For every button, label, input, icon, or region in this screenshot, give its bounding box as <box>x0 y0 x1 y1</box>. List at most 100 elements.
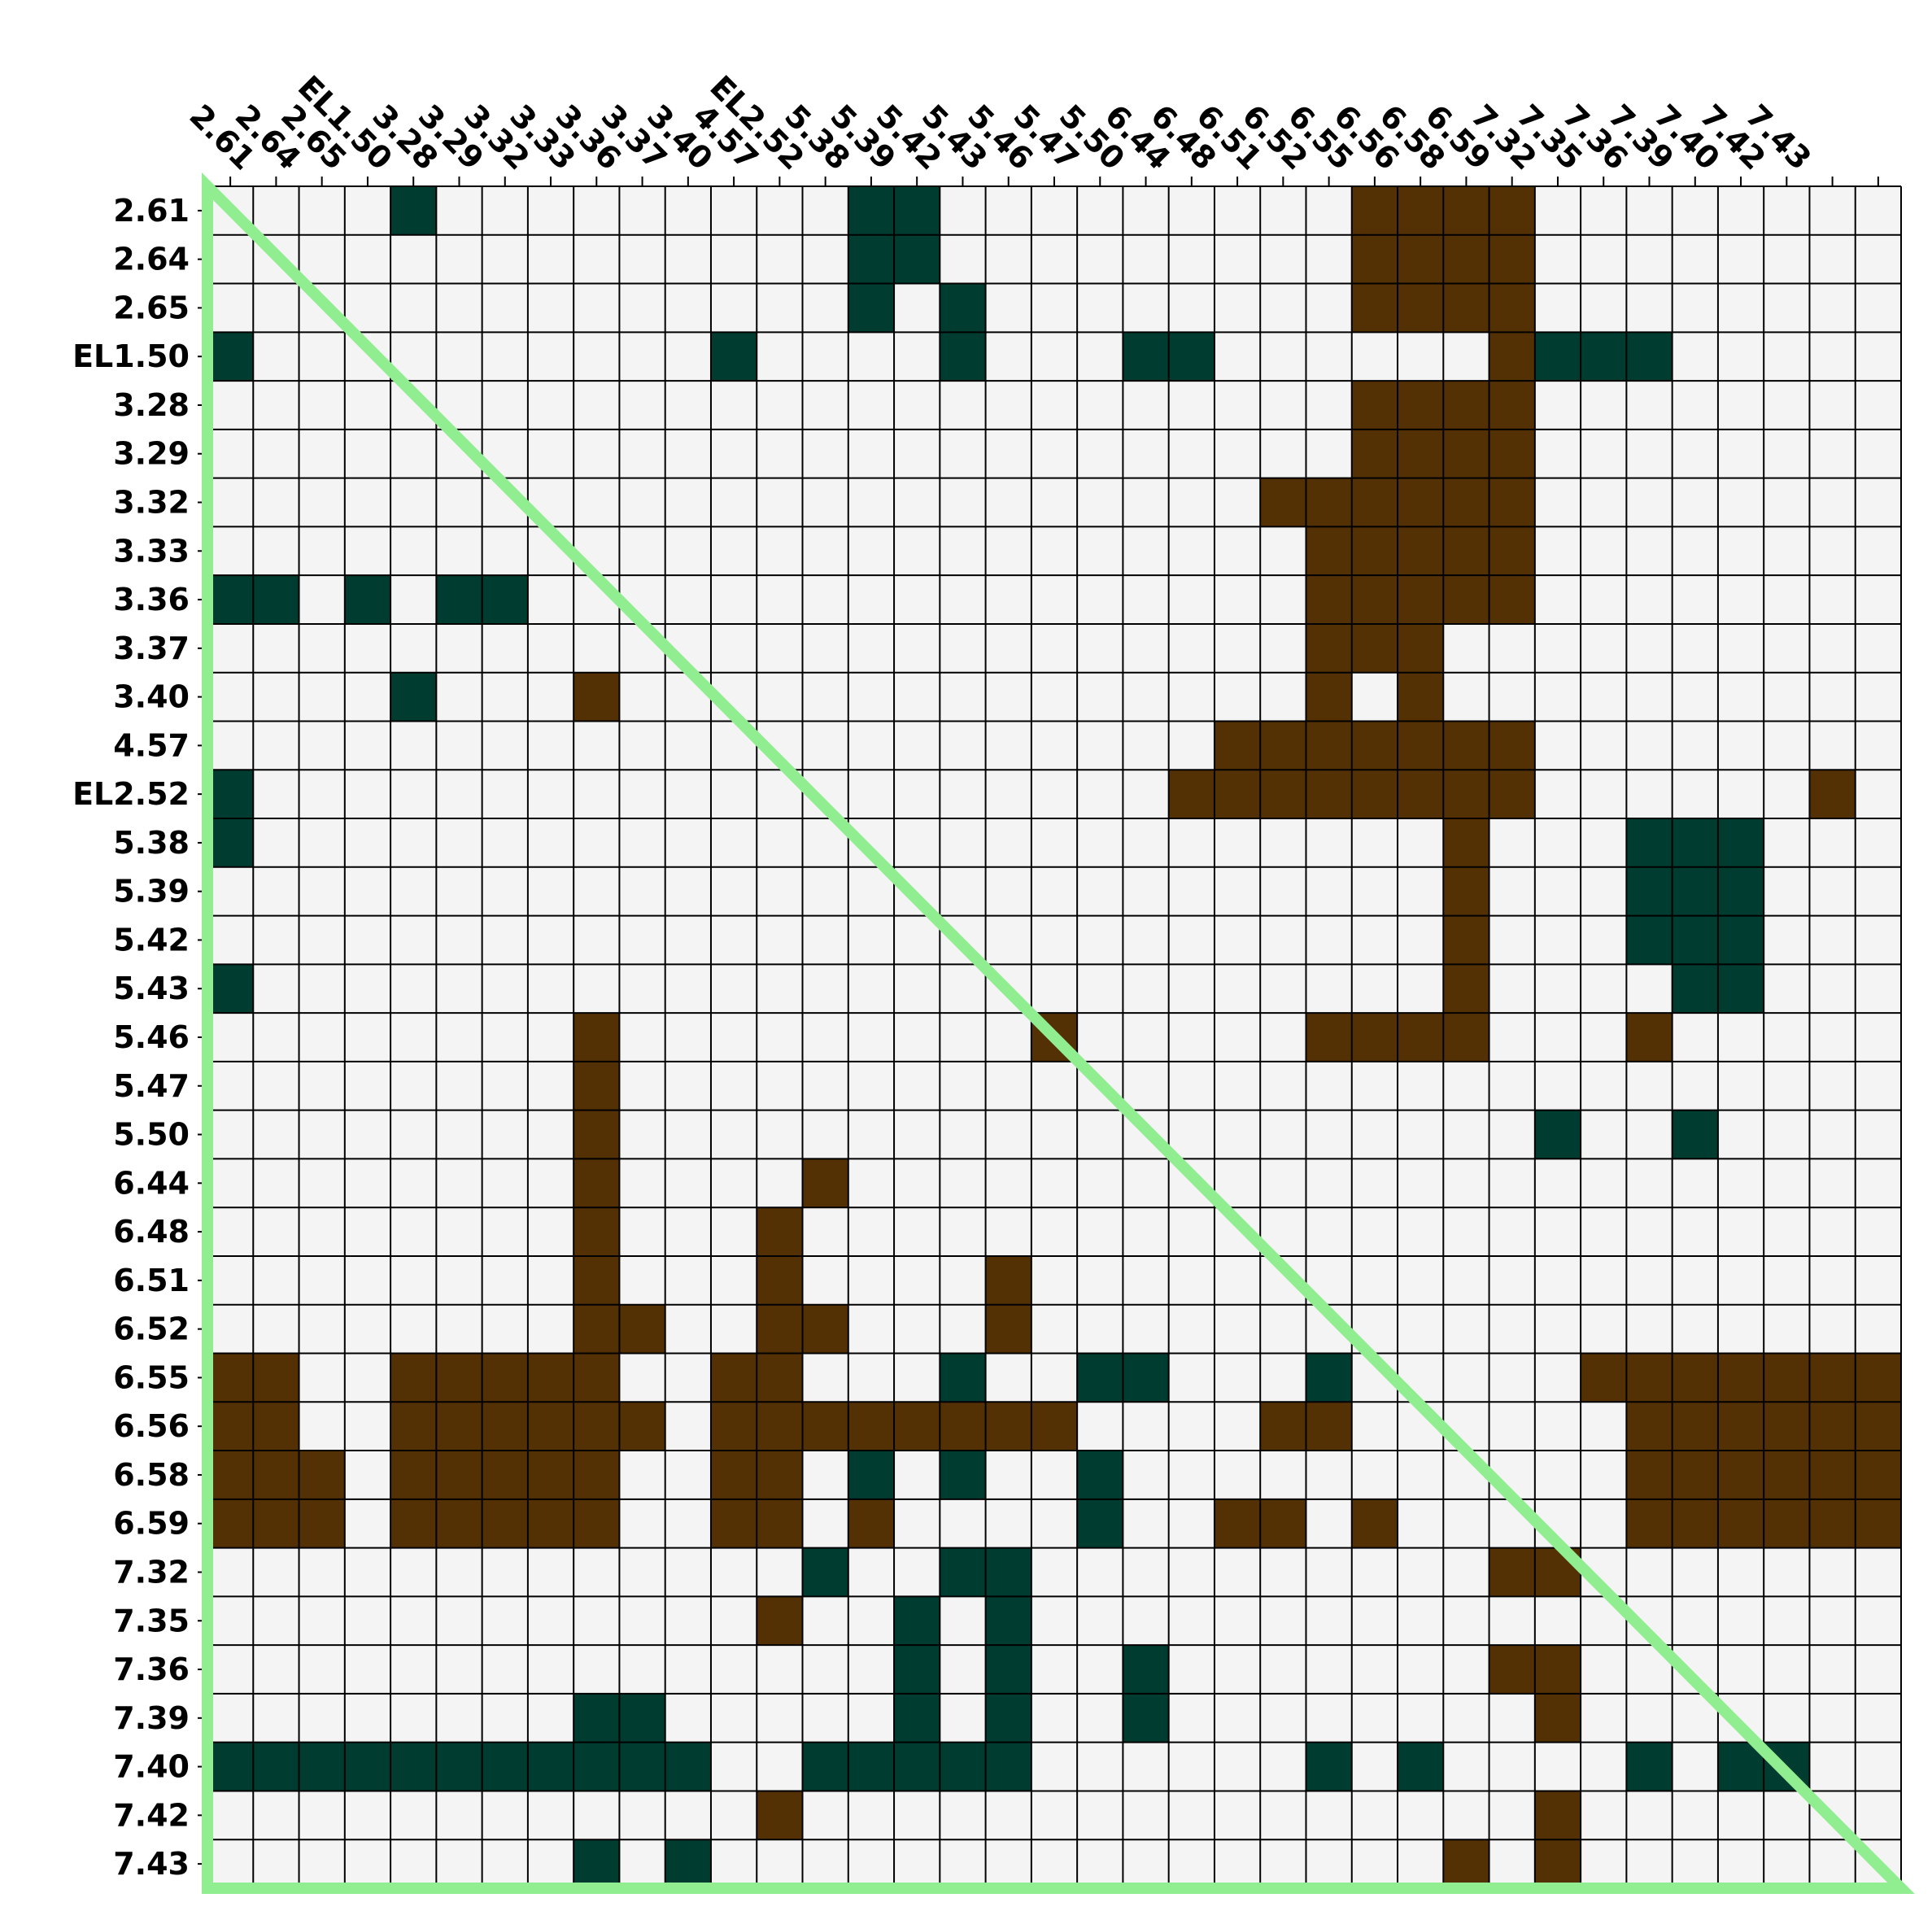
heatmap-cell <box>1534 1839 1581 1888</box>
heatmap-cell <box>1809 1013 1856 1062</box>
heatmap-cell <box>1031 478 1078 527</box>
heatmap-cell <box>436 1451 482 1499</box>
heatmap-cell <box>436 1402 482 1451</box>
heatmap-cell <box>1214 964 1261 1014</box>
heatmap-cell <box>1626 818 1673 867</box>
heatmap-cell <box>1855 818 1901 867</box>
heatmap-cell <box>665 721 711 770</box>
heatmap-cell <box>985 1061 1031 1110</box>
heatmap-cell <box>1077 526 1123 576</box>
heatmap-cell <box>1855 1110 1901 1159</box>
heatmap-cell <box>1855 623 1901 673</box>
heatmap-cell <box>344 1402 391 1451</box>
heatmap-cell <box>344 1110 391 1159</box>
heatmap-cell <box>1260 575 1306 624</box>
heatmap-cell <box>390 1839 437 1888</box>
heatmap-cell <box>1214 1255 1261 1305</box>
heatmap-cell <box>482 623 528 673</box>
heatmap-cell <box>1260 1110 1306 1159</box>
heatmap-cell <box>1626 332 1673 382</box>
heatmap-cell <box>802 1791 848 1840</box>
heatmap-cell <box>344 1839 391 1888</box>
heatmap-cell <box>1717 1158 1764 1208</box>
heatmap-cell <box>1809 234 1856 284</box>
heatmap-cell <box>757 381 803 430</box>
heatmap-cell <box>848 526 895 576</box>
heatmap-cell <box>1260 478 1306 527</box>
heatmap-cell <box>1581 1402 1627 1451</box>
heatmap-cell <box>1168 478 1215 527</box>
heatmap-cell <box>573 1255 620 1305</box>
heatmap-cell <box>1306 1207 1352 1256</box>
heatmap-cell <box>619 1693 665 1743</box>
heatmap-cell <box>848 672 895 722</box>
heatmap-cell <box>1764 672 1810 722</box>
heatmap-cell <box>894 526 940 576</box>
heatmap-cell <box>299 1158 345 1208</box>
heatmap-cell <box>1214 915 1261 965</box>
heatmap-cell <box>1123 478 1169 527</box>
heatmap-cell <box>710 1207 757 1256</box>
heatmap-cell <box>344 1158 391 1208</box>
heatmap-cell <box>1351 1451 1398 1499</box>
heatmap-cell <box>1809 623 1856 673</box>
heatmap-cell <box>1672 526 1718 576</box>
heatmap-cell <box>207 1791 254 1840</box>
heatmap-cell <box>985 283 1031 333</box>
heatmap-cell <box>1398 186 1444 235</box>
heatmap-cell <box>207 1693 254 1743</box>
heatmap-cell <box>390 1207 437 1256</box>
heatmap-cell <box>665 964 711 1014</box>
heatmap-cell <box>1672 1742 1718 1791</box>
heatmap-cell <box>1260 332 1306 382</box>
heatmap-cell <box>1626 1451 1673 1499</box>
heatmap-cell <box>1717 1304 1764 1354</box>
heatmap-cell <box>1214 1451 1261 1499</box>
heatmap-cell <box>527 429 574 478</box>
heatmap-cell <box>1123 770 1169 819</box>
heatmap-cell <box>482 575 528 624</box>
heatmap-cell <box>527 1742 574 1791</box>
heatmap-cell <box>1581 1255 1627 1305</box>
heatmap-cell <box>1168 381 1215 430</box>
heatmap-cell <box>1306 1693 1352 1743</box>
heatmap-cell <box>1443 478 1489 527</box>
heatmap-cell <box>1855 672 1901 722</box>
heatmap-cell <box>757 866 803 916</box>
heatmap-cell <box>665 1499 711 1548</box>
heatmap-cell <box>1581 1207 1627 1256</box>
heatmap-cell <box>299 672 345 722</box>
heatmap-cell <box>1672 478 1718 527</box>
heatmap-cell <box>253 283 299 333</box>
heatmap-cell <box>894 1547 940 1597</box>
heatmap-cell <box>1809 1499 1856 1548</box>
heatmap-cell <box>1260 1451 1306 1499</box>
heatmap-cell <box>1489 623 1535 673</box>
heatmap-cell <box>1398 672 1444 722</box>
heatmap-cell <box>482 1013 528 1062</box>
heatmap-cell <box>527 1353 574 1403</box>
heatmap-cell <box>1581 429 1627 478</box>
heatmap-cell <box>1351 770 1398 819</box>
y-tick-label: 5.46 <box>113 1019 190 1055</box>
y-tick-label: 7.39 <box>113 1700 190 1736</box>
heatmap-cell <box>985 1402 1031 1451</box>
heatmap-cell <box>1306 381 1352 430</box>
heatmap-cell <box>1717 1353 1764 1403</box>
heatmap-cell <box>299 1547 345 1597</box>
heatmap-cell <box>573 672 620 722</box>
heatmap-cell <box>1123 575 1169 624</box>
heatmap-cell <box>802 1110 848 1159</box>
y-tick-label: 3.36 <box>113 582 190 617</box>
heatmap-cell <box>344 1693 391 1743</box>
heatmap-cell <box>619 1596 665 1646</box>
heatmap-cell <box>1168 1499 1215 1548</box>
heatmap-cell <box>1764 234 1810 284</box>
heatmap-cell <box>1626 623 1673 673</box>
heatmap-cell <box>1764 1693 1810 1743</box>
heatmap-cell <box>1855 1596 1901 1646</box>
heatmap-cell <box>1581 721 1627 770</box>
heatmap-cell <box>1809 575 1856 624</box>
heatmap-cell <box>1306 332 1352 382</box>
heatmap-cell <box>802 721 848 770</box>
